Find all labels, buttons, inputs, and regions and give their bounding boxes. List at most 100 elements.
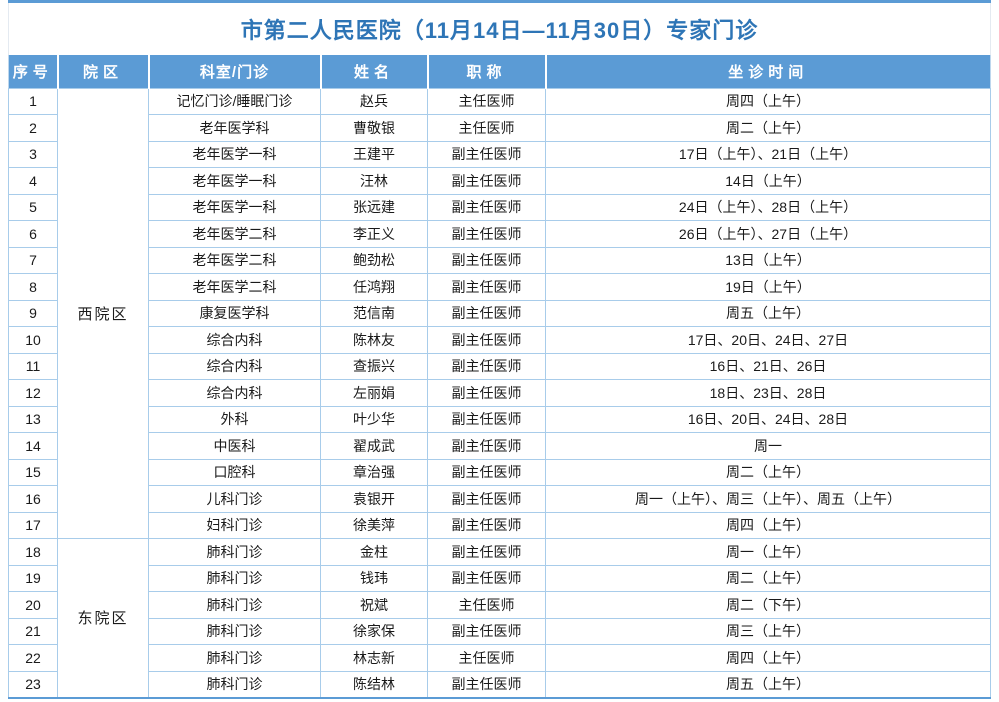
doctor-name-cell: 汪林 [320, 167, 428, 195]
doctor-name-cell: 祝斌 [320, 591, 428, 619]
row-number-cell: 1 [8, 87, 58, 115]
department-cell: 综合内科 [148, 352, 321, 380]
table-row: 12 综合内科 左丽娟 副主任医师 18日、23日、28日 [8, 379, 991, 407]
department-cell: 记忆门诊/睡眠门诊 [148, 87, 321, 115]
row-number-cell: 20 [8, 591, 58, 619]
table-row: 22 肺科门诊 林志新 主任医师 周四（上午） [8, 644, 991, 672]
schedule-time-cell: 周二（下午） [545, 591, 991, 619]
table-row: 7 老年医学二科 鲍劲松 副主任医师 13日（上午） [8, 246, 991, 274]
department-cell: 综合内科 [148, 379, 321, 407]
job-title-cell: 副主任医师 [427, 670, 546, 698]
schedule-time-cell: 周一（上午） [545, 538, 991, 566]
job-title-cell: 副主任医师 [427, 379, 546, 407]
table-row: 11 综合内科 查振兴 副主任医师 16日、21日、26日 [8, 352, 991, 380]
row-number-cell: 2 [8, 114, 58, 142]
doctor-name-cell: 张远建 [320, 193, 428, 221]
table-row: 17 妇科门诊 徐美萍 副主任医师 周四（上午） [8, 511, 991, 539]
doctor-name-cell: 赵兵 [320, 87, 428, 115]
department-cell: 外科 [148, 405, 321, 433]
job-title-cell: 主任医师 [427, 87, 546, 115]
department-cell: 老年医学二科 [148, 220, 321, 248]
col-header-time: 坐诊时间 [544, 55, 991, 88]
doctor-name-cell: 任鸿翔 [320, 273, 428, 301]
table-row: 9 康复医学科 范信南 副主任医师 周五（上午） [8, 299, 991, 327]
job-title-cell: 副主任医师 [427, 458, 546, 486]
doctor-name-cell: 章治强 [320, 458, 428, 486]
department-cell: 儿科门诊 [148, 485, 321, 513]
table-row: 19 肺科门诊 钱玮 副主任医师 周二（上午） [8, 564, 991, 592]
row-number-cell: 18 [8, 538, 58, 566]
row-number-cell: 21 [8, 617, 58, 645]
campus-cell: 东院区 [57, 538, 149, 698]
table-row: 4 老年医学一科 汪林 副主任医师 14日（上午） [8, 167, 991, 195]
doctor-name-cell: 林志新 [320, 644, 428, 672]
schedule-sheet: 市第二人民医院（11月14日—11月30日）专家门诊 序号 院区 科室/门诊 姓… [8, 0, 991, 699]
doctor-name-cell: 范信南 [320, 299, 428, 327]
schedule-time-cell: 18日、23日、28日 [545, 379, 991, 407]
job-title-cell: 副主任医师 [427, 617, 546, 645]
schedule-time-cell: 17日（上午）、21日（上午） [545, 140, 991, 168]
doctor-name-cell: 陈林友 [320, 326, 428, 354]
row-number-cell: 15 [8, 458, 58, 486]
department-cell: 康复医学科 [148, 299, 321, 327]
doctor-name-cell: 徐家保 [320, 617, 428, 645]
schedule-time-cell: 13日（上午） [545, 246, 991, 274]
table-row: 2 老年医学科 曹敬银 主任医师 周二（上午） [8, 114, 991, 142]
doctor-name-cell: 陈结林 [320, 670, 428, 698]
table-row: 18 东院区 肺科门诊 金柱 副主任医师 周一（上午） [8, 538, 991, 698]
job-title-cell: 副主任医师 [427, 485, 546, 513]
row-number-cell: 19 [8, 564, 58, 592]
department-cell: 老年医学二科 [148, 273, 321, 301]
department-cell: 老年医学一科 [148, 193, 321, 221]
doctor-name-cell: 左丽娟 [320, 379, 428, 407]
doctor-name-cell: 徐美萍 [320, 511, 428, 539]
department-cell: 肺科门诊 [148, 564, 321, 592]
job-title-cell: 主任医师 [427, 644, 546, 672]
job-title-cell: 副主任医师 [427, 326, 546, 354]
doctor-name-cell: 袁银开 [320, 485, 428, 513]
row-number-cell: 6 [8, 220, 58, 248]
row-number-cell: 22 [8, 644, 58, 672]
table-row: 1 西院区 记忆门诊/睡眠门诊 赵兵 主任医师 周四（上午） [8, 87, 991, 539]
table-row: 14 中医科 翟成武 副主任医师 周一 [8, 432, 991, 460]
page-title: 市第二人民医院（11月14日—11月30日）专家门诊 [8, 3, 991, 55]
job-title-cell: 主任医师 [427, 591, 546, 619]
row-number-cell: 16 [8, 485, 58, 513]
schedule-time-cell: 周一（上午）、周三（上午）、周五（上午） [545, 485, 991, 513]
department-cell: 肺科门诊 [148, 591, 321, 619]
doctor-name-cell: 李正义 [320, 220, 428, 248]
row-number-cell: 17 [8, 511, 58, 539]
department-cell: 口腔科 [148, 458, 321, 486]
schedule-time-cell: 周四（上午） [545, 87, 991, 115]
schedule-time-cell: 24日（上午）、28日（上午） [545, 193, 991, 221]
row-number-cell: 10 [8, 326, 58, 354]
doctor-name-cell: 王建平 [320, 140, 428, 168]
schedule-time-cell: 周三（上午） [545, 617, 991, 645]
job-title-cell: 主任医师 [427, 114, 546, 142]
department-cell: 肺科门诊 [148, 538, 321, 566]
department-cell: 妇科门诊 [148, 511, 321, 539]
row-number-cell: 3 [8, 140, 58, 168]
job-title-cell: 副主任医师 [427, 405, 546, 433]
table-row: 23 肺科门诊 陈结林 副主任医师 周五（上午） [8, 670, 991, 698]
doctor-name-cell: 翟成武 [320, 432, 428, 460]
schedule-time-cell: 周五（上午） [545, 670, 991, 698]
schedule-time-cell: 16日、20日、24日、28日 [545, 405, 991, 433]
table-row: 21 肺科门诊 徐家保 副主任医师 周三（上午） [8, 617, 991, 645]
job-title-cell: 副主任医师 [427, 140, 546, 168]
table-row: 16 儿科门诊 袁银开 副主任医师 周一（上午）、周三（上午）、周五（上午） [8, 485, 991, 513]
row-number-cell: 5 [8, 193, 58, 221]
job-title-cell: 副主任医师 [427, 246, 546, 274]
row-number-cell: 23 [8, 670, 58, 698]
doctor-name-cell: 查振兴 [320, 352, 428, 380]
doctor-name-cell: 金柱 [320, 538, 428, 566]
table-row: 10 综合内科 陈林友 副主任医师 17日、20日、24日、27日 [8, 326, 991, 354]
doctor-name-cell: 鲍劲松 [320, 246, 428, 274]
job-title-cell: 副主任医师 [427, 193, 546, 221]
row-number-cell: 13 [8, 405, 58, 433]
table-row: 15 口腔科 章治强 副主任医师 周二（上午） [8, 458, 991, 486]
job-title-cell: 副主任医师 [427, 538, 546, 566]
table-row: 3 老年医学一科 王建平 副主任医师 17日（上午）、21日（上午） [8, 140, 991, 168]
header-row: 序号 院区 科室/门诊 姓名 职称 坐诊时间 [8, 55, 991, 88]
department-cell: 肺科门诊 [148, 670, 321, 698]
